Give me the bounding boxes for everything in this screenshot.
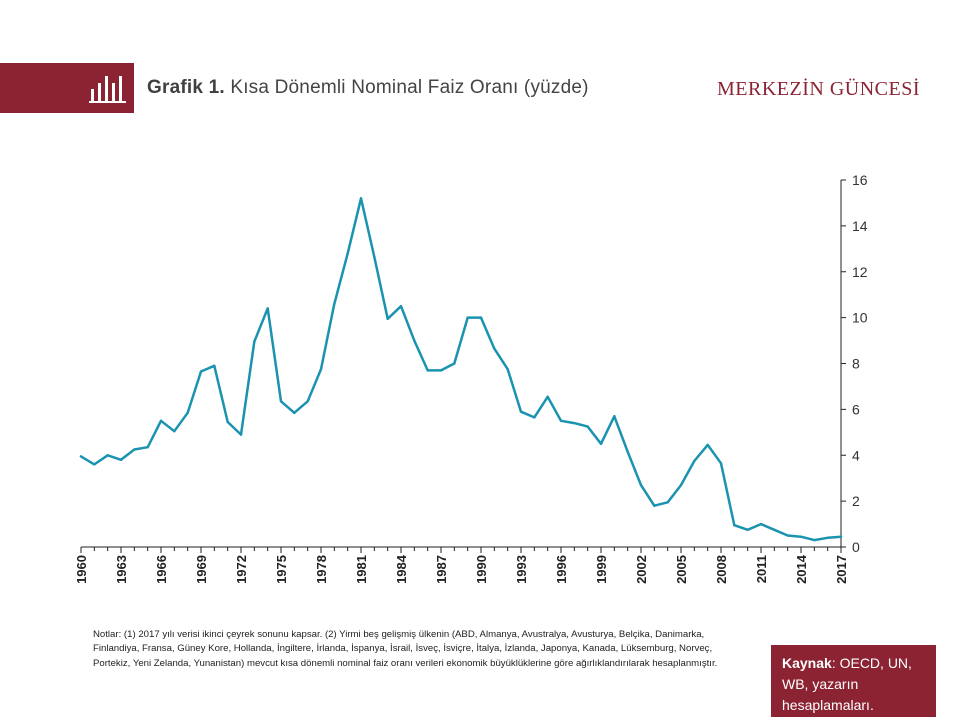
data-point — [519, 410, 523, 413]
y-tick-label: 16 — [852, 172, 868, 188]
data-point — [199, 370, 203, 373]
x-tick-label: 1975 — [274, 555, 289, 584]
chart-title-text: Kısa Dönemli Nominal Faiz Oranı (yüzde) — [224, 77, 589, 98]
chart-title-prefix: Grafik 1. — [147, 77, 225, 98]
x-tick-label: 1981 — [354, 555, 369, 584]
data-point — [453, 362, 456, 365]
data-point — [706, 443, 709, 447]
data-point — [226, 420, 229, 424]
data-point — [346, 252, 349, 255]
data-point — [573, 421, 576, 425]
brand-logo-text: MERKEZİN GÜNCESİ — [717, 78, 920, 100]
data-point — [213, 364, 216, 367]
x-tick-label: 1987 — [434, 555, 449, 584]
x-tick-label: 2011 — [754, 555, 769, 583]
x-tick-label: 1984 — [394, 554, 409, 584]
data-point — [119, 458, 123, 462]
data-point — [586, 425, 589, 428]
data-point — [413, 339, 416, 342]
data-point — [306, 400, 309, 403]
chart-title: Grafik 1. Kısa Dönemli Nominal Faiz Oran… — [147, 77, 589, 99]
data-point — [266, 307, 269, 310]
line-chart: 0 2 4 6 8 10 12 14 16 1960 1963 1966 1969 1972 1975 197… — [74, 172, 868, 584]
x-tick-label: 1960 — [74, 555, 89, 584]
x-tick-label: 2002 — [634, 555, 649, 584]
data-point — [239, 433, 243, 436]
data-point — [799, 535, 803, 538]
source-box: Kaynak: OECD, UN, WB, yazarın hesaplamal… — [771, 645, 936, 717]
data-point — [626, 450, 629, 454]
data-point — [653, 504, 656, 507]
data-point — [466, 316, 469, 319]
data-point — [386, 317, 389, 320]
data-point — [133, 448, 136, 451]
data-point — [399, 304, 403, 308]
data-point — [693, 459, 696, 463]
x-tick-label: 1963 — [114, 555, 129, 584]
y-tick-label: 14 — [852, 218, 868, 234]
data-point — [599, 442, 603, 445]
data-point — [666, 501, 669, 504]
data-point — [546, 395, 549, 398]
data-point — [79, 455, 83, 458]
data-point — [293, 411, 296, 415]
data-point — [439, 369, 443, 372]
data-point — [679, 483, 683, 487]
chart-notes: Notlar: (1) 2017 yılı verisi ikinci çeyr… — [93, 629, 718, 669]
x-tick-label: 1972 — [234, 555, 249, 584]
x-tick-label: 2008 — [714, 555, 729, 584]
source-label: Kaynak — [782, 655, 832, 671]
data-point — [559, 419, 563, 423]
data-point — [773, 528, 776, 531]
x-tick-label: 1978 — [314, 555, 329, 584]
data-point — [533, 416, 536, 419]
y-tick-label: 10 — [852, 310, 868, 326]
x-tick-label: 1999 — [594, 555, 609, 584]
data-point — [639, 483, 643, 487]
series-line — [79, 197, 843, 542]
y-tick-label: 8 — [852, 356, 860, 372]
data-point — [746, 528, 749, 531]
data-point — [426, 369, 429, 372]
data-point — [333, 302, 336, 306]
y-tick-label: 6 — [852, 401, 860, 417]
x-tick-label: 1996 — [554, 555, 569, 584]
data-point — [839, 535, 843, 538]
data-point — [159, 419, 163, 423]
x-tick-label: 1990 — [474, 555, 489, 584]
y-tick-label: 2 — [852, 493, 860, 509]
y-tick-label: 12 — [852, 264, 868, 280]
x-tick-label: 1966 — [154, 555, 169, 584]
y-tick-label: 4 — [852, 447, 860, 463]
data-point — [506, 368, 509, 371]
data-point — [359, 197, 363, 200]
data-point — [146, 446, 149, 449]
data-point — [826, 536, 829, 540]
data-point — [279, 400, 283, 403]
data-point — [253, 340, 256, 343]
data-point — [319, 368, 323, 371]
data-point — [479, 316, 483, 319]
x-tick-label: 1969 — [194, 555, 209, 584]
data-point — [173, 429, 176, 433]
data-point — [813, 538, 816, 542]
x-tick-label: 1993 — [514, 555, 529, 584]
data-point — [93, 463, 96, 466]
data-point — [786, 534, 789, 537]
data-point — [733, 524, 736, 527]
data-point — [613, 415, 616, 418]
data-point — [719, 462, 723, 465]
data-point — [759, 522, 763, 526]
bar-chart-icon — [89, 76, 126, 103]
data-point — [493, 347, 496, 350]
x-tick-label: 2014 — [794, 554, 809, 584]
data-point — [373, 255, 376, 259]
x-tick-label: 2005 — [674, 555, 689, 584]
data-point — [106, 454, 109, 457]
header-band — [0, 63, 134, 113]
data-point — [186, 411, 189, 415]
source-text: : OECD, UN, WB, yazarın hesaplamaları. — [782, 655, 912, 713]
x-tick-label: 2017 — [834, 555, 849, 584]
y-tick-label: 0 — [852, 539, 860, 555]
